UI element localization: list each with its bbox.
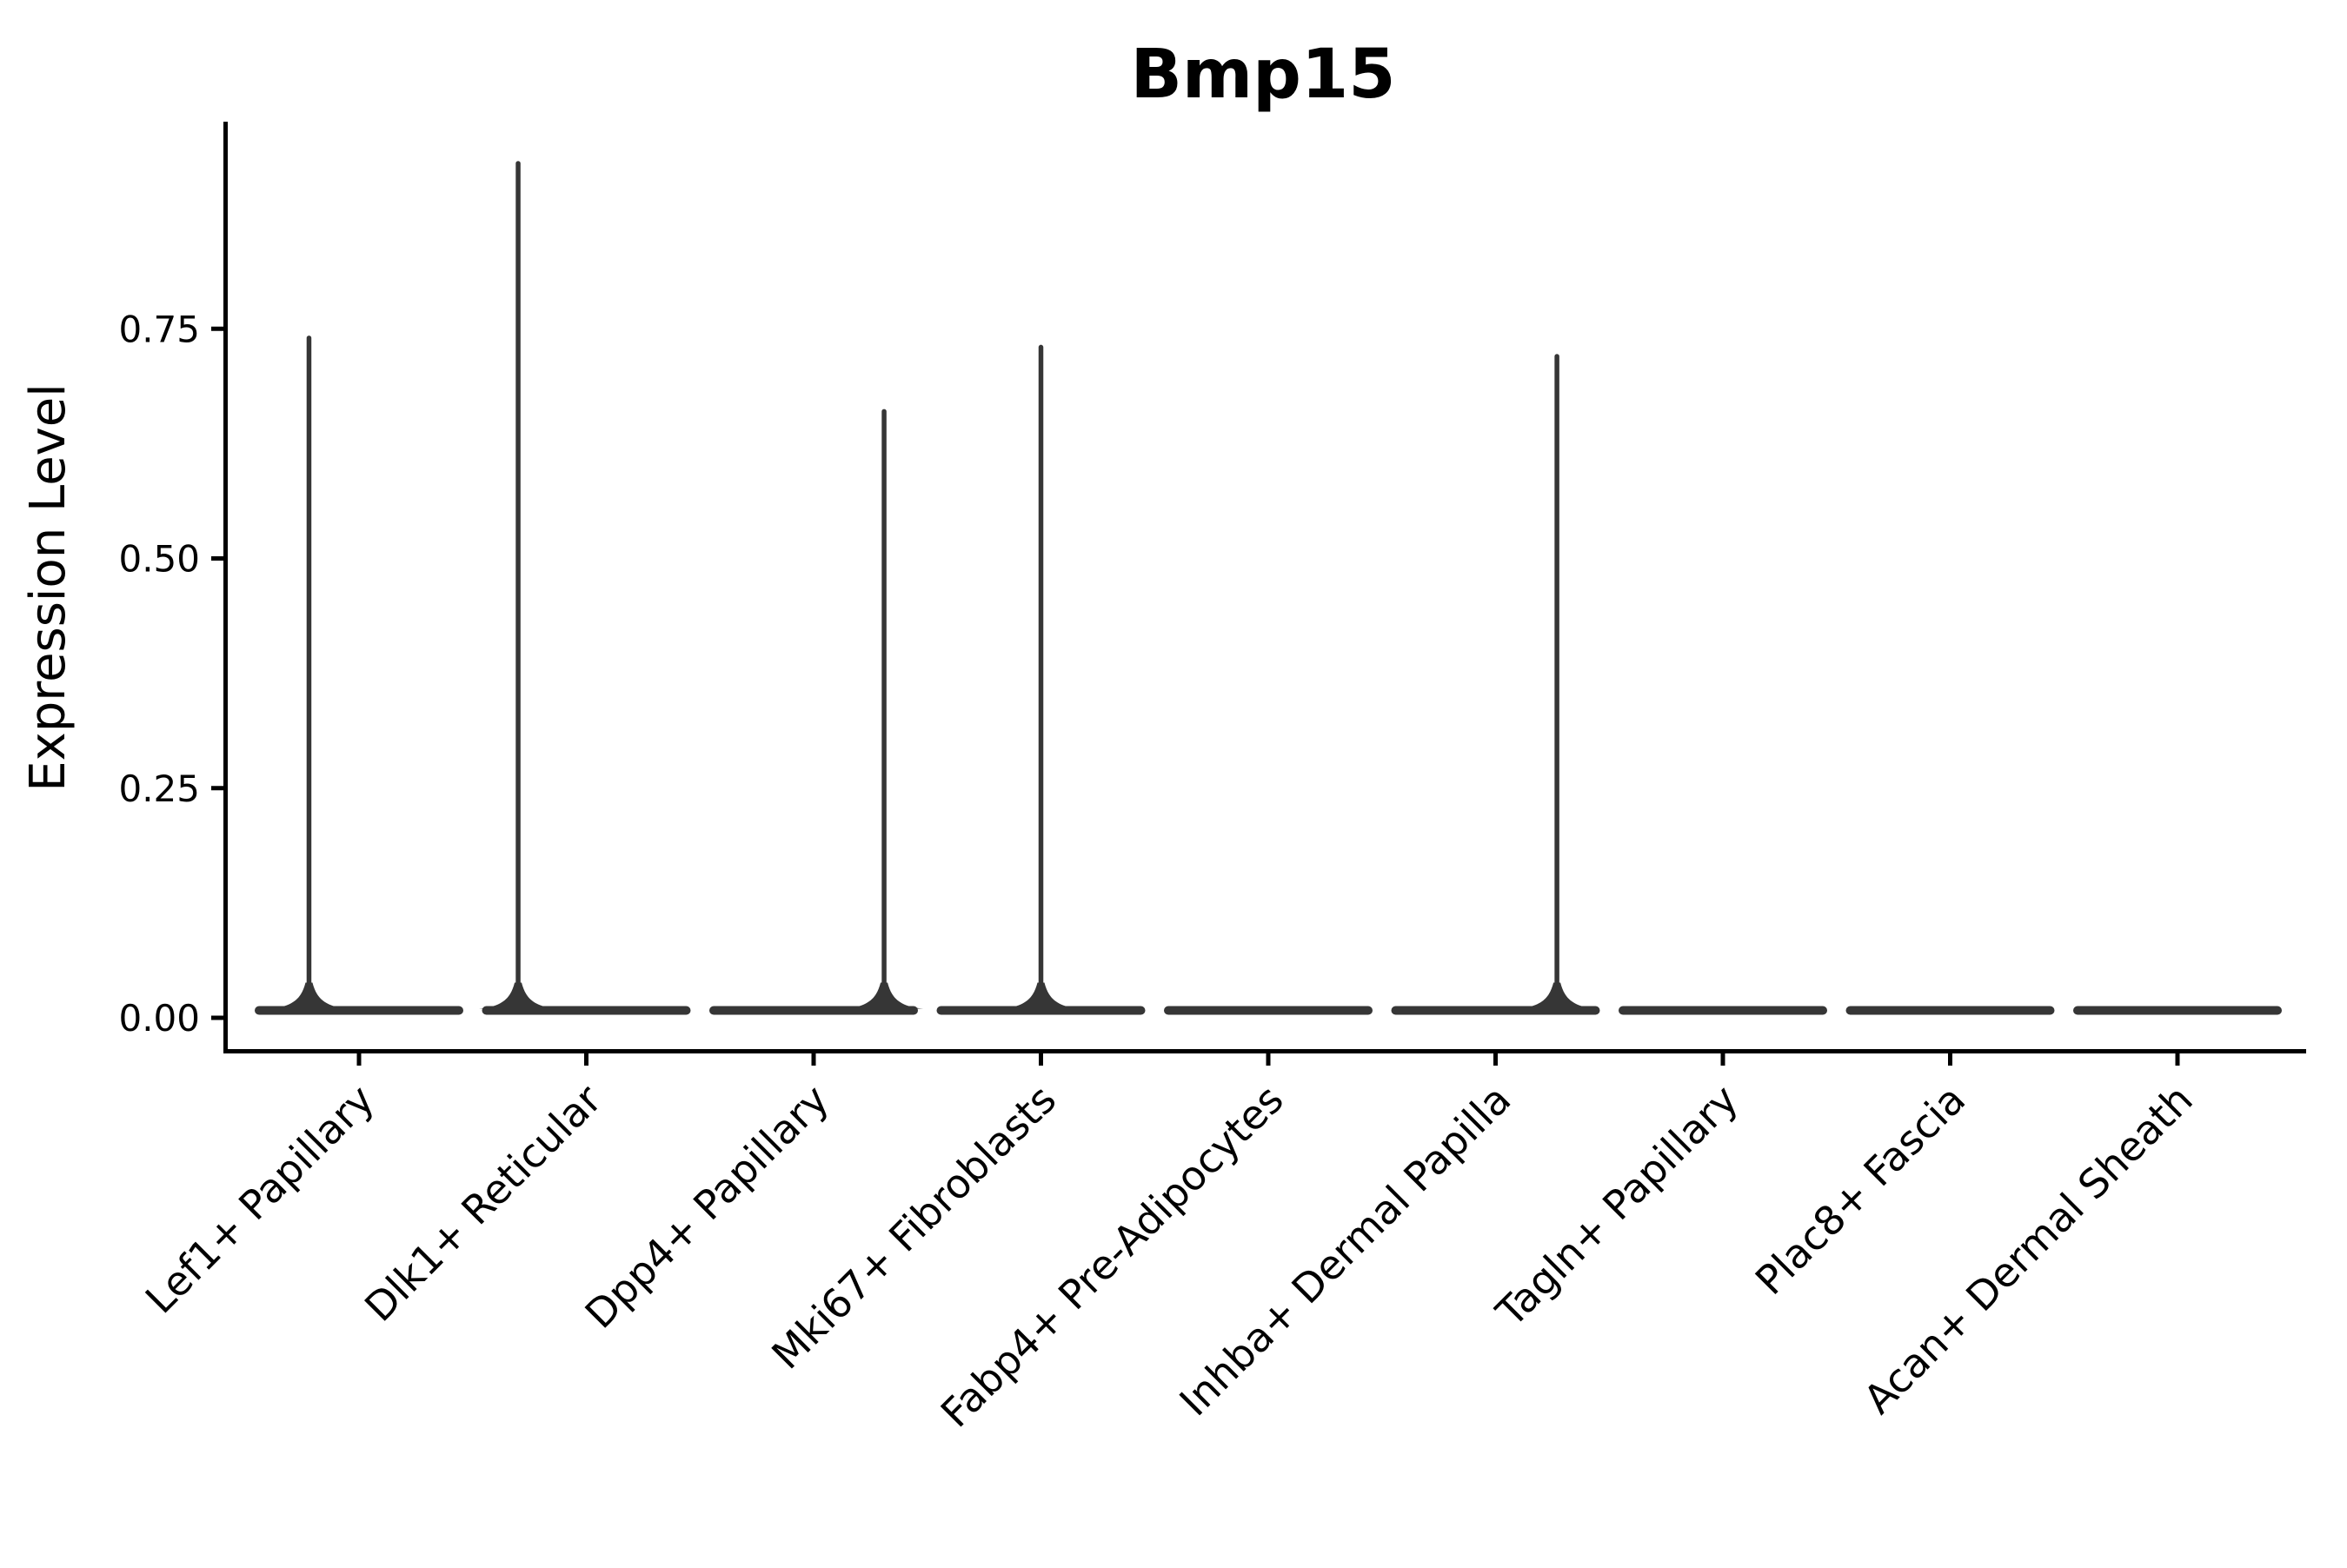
violin-body [2073,1006,2282,1015]
y-tick-label: 0.25 [118,767,200,810]
violins-layer [255,161,2282,1015]
chart-title: Bmp15 [1130,36,1395,114]
x-tick-label-plac8-fascia: Plac8+ Fascia [1746,1076,1974,1304]
x-tick-label-tagln-papillary: Tagln+ Papillary [1486,1076,1747,1337]
violin-tagln-papillary [1619,1006,1827,1015]
x-tick-label-lef1-papillary: Lef1+ Papillary [136,1076,383,1323]
y-tick-label: 0.50 [118,538,200,581]
violin-fabp4-pre-adipocytes [1164,1006,1373,1015]
violin-body [1845,1006,2055,1015]
y-axis-label: Expression Level [20,383,76,792]
y-tick-label: 0.00 [118,997,200,1040]
violin-dpp4-papillary [709,409,924,1015]
violin-mki67-fibroblasts [936,344,1146,1015]
violin-body [1619,1006,1827,1015]
violin-dlk1-reticular [479,161,691,1015]
violin-plac8-fascia [1845,1006,2055,1015]
y-tick-label: 0.75 [118,308,200,350]
x-tick-label-dpp4-papillary: Dpp4+ Papillary [576,1076,838,1338]
violin-lef1-papillary [255,336,463,1015]
violin-body [1164,1006,1373,1015]
x-tick-label-dlk1-reticular: Dlk1+ Reticular [356,1076,610,1331]
y-ticks-group: 0.00 0.25 0.50 0.75 [118,308,223,1040]
violin-acan-dermal-sheath [2073,1006,2282,1015]
violin-inhba-dermal-papilla [1391,354,1600,1015]
